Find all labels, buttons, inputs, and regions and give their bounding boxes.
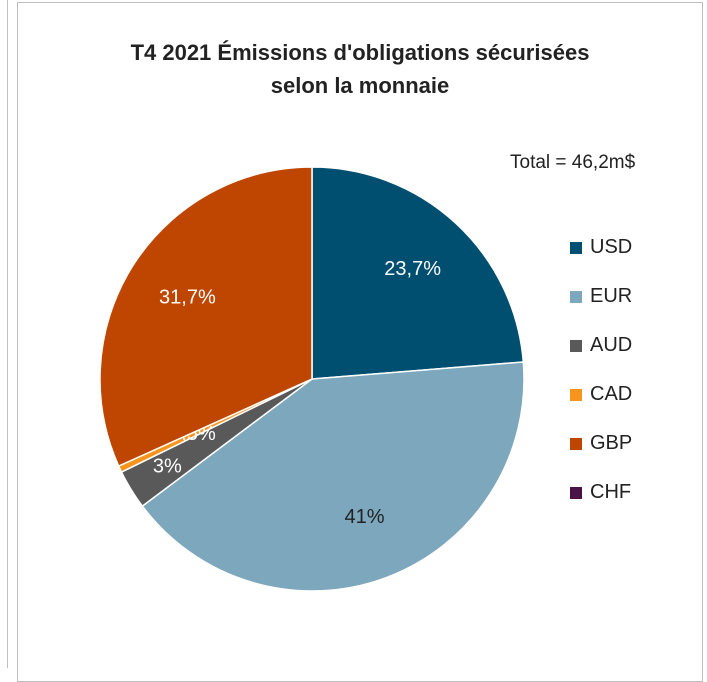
legend-label-chf: CHF (590, 481, 632, 503)
legend-item-gbp: GBP (570, 419, 632, 468)
legend-item-eur: EUR (570, 272, 632, 321)
legend-label-usd: USD (590, 236, 633, 258)
pie-label-usd: 23,7% (384, 258, 441, 280)
chart-title: T4 2021 Émissions d'obligations sécurisé… (17, 36, 703, 102)
legend-item-chf: CHF (570, 468, 632, 517)
chart-title-line-1: T4 2021 Émissions d'obligations sécurisé… (130, 40, 590, 65)
legend-swatch-chf (570, 486, 582, 499)
legend-swatch-usd (570, 241, 582, 254)
chart-title-line-2: selon la monnaie (270, 73, 450, 98)
pie-slice-usd (311, 166, 525, 380)
legend-label-gbp: GBP (590, 432, 633, 454)
legend-label-aud: AUD (590, 334, 633, 356)
pie-chart: 23,7%41%3%0,5%31,7% (99, 166, 525, 592)
pie-slice-eur (141, 361, 525, 592)
pie-label-eur: 41% (344, 506, 384, 528)
chart-total-label: Total = 46,2m$ (510, 152, 636, 173)
chart-legend: USD EUR AUD CAD GBP CHF (570, 223, 632, 517)
left-panel-edge (0, 0, 8, 668)
legend-item-aud: AUD (570, 321, 632, 370)
legend-swatch-gbp (570, 437, 582, 450)
pie-label-aud: 3% (153, 456, 182, 478)
pie-slice-gbp (99, 166, 313, 468)
legend-swatch-aud (570, 339, 582, 352)
legend-item-cad: CAD (570, 370, 632, 419)
legend-label-eur: EUR (590, 285, 633, 307)
pie-label-gbp: 31,7% (159, 287, 216, 309)
legend-swatch-cad (570, 388, 582, 401)
legend-item-usd: USD (570, 223, 632, 272)
legend-label-cad: CAD (590, 383, 633, 405)
legend-swatch-eur (570, 290, 582, 303)
